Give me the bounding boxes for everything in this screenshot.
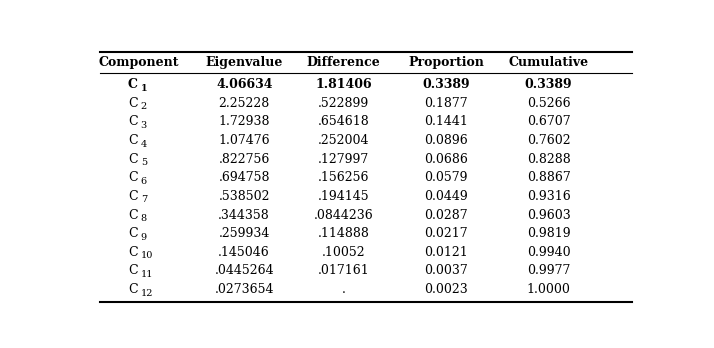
Text: 2: 2 [141, 102, 147, 111]
Text: 0.8867: 0.8867 [527, 171, 570, 184]
Text: C: C [128, 283, 137, 296]
Text: .145046: .145046 [218, 246, 270, 259]
Text: .: . [342, 283, 346, 296]
Text: 1.07476: 1.07476 [218, 134, 270, 147]
Text: 6: 6 [141, 177, 147, 186]
Text: .194145: .194145 [318, 190, 370, 203]
Text: 0.9603: 0.9603 [527, 208, 570, 222]
Text: 0.9819: 0.9819 [527, 227, 570, 240]
Text: C: C [127, 78, 137, 91]
Text: 12: 12 [141, 288, 154, 298]
Text: 0.9940: 0.9940 [527, 246, 570, 259]
Text: .522899: .522899 [318, 97, 369, 110]
Text: 1: 1 [141, 84, 147, 93]
Text: 11: 11 [141, 270, 154, 279]
Text: C: C [128, 264, 137, 277]
Text: 0.0579: 0.0579 [424, 171, 468, 184]
Text: C: C [128, 190, 137, 203]
Text: 0.0686: 0.0686 [424, 153, 468, 166]
Text: 0.6707: 0.6707 [527, 116, 570, 128]
Text: C: C [128, 116, 137, 128]
Text: .0445264: .0445264 [214, 264, 274, 277]
Text: C: C [128, 134, 137, 147]
Text: 3: 3 [141, 121, 147, 130]
Text: 4.06634: 4.06634 [216, 78, 273, 91]
Text: 5: 5 [141, 158, 147, 167]
Text: Cumulative: Cumulative [508, 56, 588, 69]
Text: 0.8288: 0.8288 [527, 153, 570, 166]
Text: 0.9316: 0.9316 [527, 190, 570, 203]
Text: 0.0121: 0.0121 [424, 246, 468, 259]
Text: 0.0023: 0.0023 [424, 283, 468, 296]
Text: 4: 4 [141, 140, 147, 149]
Text: 0.3389: 0.3389 [423, 78, 470, 91]
Text: 0.0449: 0.0449 [424, 190, 468, 203]
Text: Component: Component [99, 56, 179, 69]
Text: .10052: .10052 [322, 246, 366, 259]
Text: 1.81406: 1.81406 [316, 78, 372, 91]
Text: 0.9977: 0.9977 [527, 264, 570, 277]
Text: 0.7602: 0.7602 [527, 134, 570, 147]
Text: .694758: .694758 [218, 171, 270, 184]
Text: 7: 7 [141, 196, 147, 204]
Text: .017161: .017161 [318, 264, 370, 277]
Text: .259934: .259934 [218, 227, 270, 240]
Text: 0.1441: 0.1441 [424, 116, 468, 128]
Text: 9: 9 [141, 233, 147, 242]
Text: .156256: .156256 [318, 171, 370, 184]
Text: 0.0037: 0.0037 [424, 264, 468, 277]
Text: .344358: .344358 [218, 208, 270, 222]
Text: 0.0287: 0.0287 [424, 208, 468, 222]
Text: 1.72938: 1.72938 [218, 116, 270, 128]
Text: C: C [128, 153, 137, 166]
Text: 0.3389: 0.3389 [525, 78, 573, 91]
Text: Eigenvalue: Eigenvalue [206, 56, 283, 69]
Text: C: C [128, 246, 137, 259]
Text: 2.25228: 2.25228 [218, 97, 270, 110]
Text: Proportion: Proportion [408, 56, 484, 69]
Text: C: C [128, 227, 137, 240]
Text: 8: 8 [141, 214, 147, 223]
Text: 0.0896: 0.0896 [424, 134, 468, 147]
Text: 0.1877: 0.1877 [424, 97, 468, 110]
Text: .538502: .538502 [218, 190, 270, 203]
Text: .822756: .822756 [218, 153, 270, 166]
Text: .127997: .127997 [318, 153, 369, 166]
Text: Difference: Difference [307, 56, 381, 69]
Text: 0.0217: 0.0217 [424, 227, 468, 240]
Text: 1.0000: 1.0000 [527, 283, 570, 296]
Text: C: C [128, 171, 137, 184]
Text: C: C [128, 97, 137, 110]
Text: .0273654: .0273654 [214, 283, 274, 296]
Text: .0844236: .0844236 [314, 208, 373, 222]
Text: 10: 10 [141, 251, 153, 260]
Text: .252004: .252004 [318, 134, 370, 147]
Text: 0.5266: 0.5266 [527, 97, 570, 110]
Text: .114888: .114888 [318, 227, 370, 240]
Text: C: C [128, 208, 137, 222]
Text: .654618: .654618 [318, 116, 370, 128]
